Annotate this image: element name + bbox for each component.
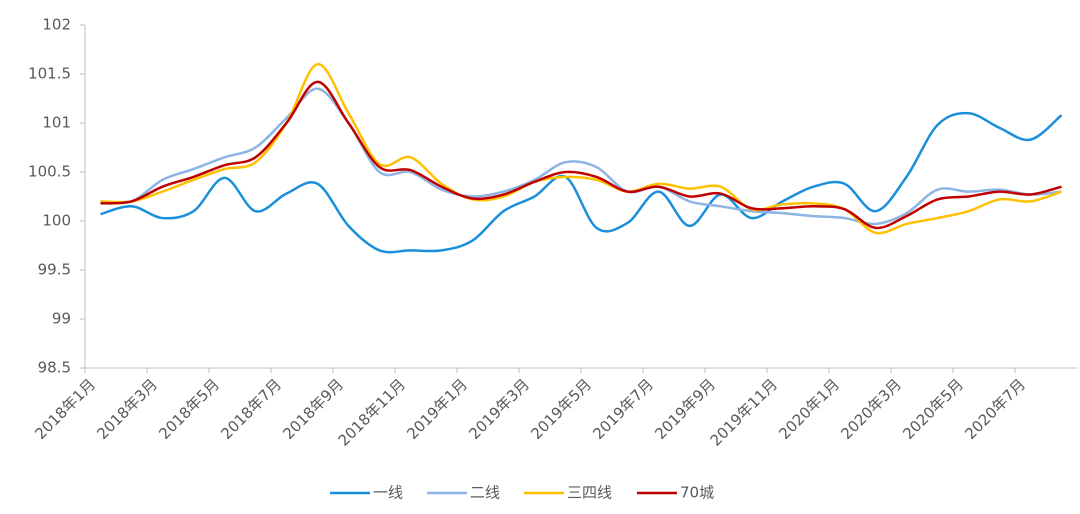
- x-tick-label: 2019年7月: [589, 375, 657, 443]
- series-line: [100, 87, 1062, 226]
- x-tick-label: 2018年1月: [31, 375, 99, 443]
- x-tick-label: 2020年7月: [961, 375, 1029, 443]
- x-tick-label: 2020年3月: [837, 375, 905, 443]
- series-line: [100, 62, 1062, 235]
- legend-label: 70城: [680, 484, 714, 502]
- series-line: [100, 80, 1062, 230]
- legend-label: 一线: [373, 484, 403, 502]
- x-tick-label: 2019年5月: [527, 375, 595, 443]
- y-tick-label: 99.5: [38, 261, 71, 279]
- y-tick-label: 101: [42, 114, 71, 132]
- x-tick-label: 2018年11月: [335, 375, 409, 449]
- x-tick-label: 2019年9月: [651, 375, 719, 443]
- y-tick-label: 100: [42, 212, 71, 230]
- legend-label: 二线: [470, 484, 500, 502]
- y-tick-label: 102: [42, 16, 71, 34]
- x-tick-label: 2018年5月: [155, 375, 223, 443]
- y-tick-label: 98.5: [38, 359, 71, 377]
- y-tick-label: 99: [52, 310, 71, 328]
- y-tick-label: 101.5: [28, 65, 71, 83]
- y-tick-label: 100.5: [28, 163, 71, 181]
- x-tick-label: 2018年9月: [279, 375, 347, 443]
- x-tick-label: 2020年5月: [899, 375, 967, 443]
- series-line: [100, 111, 1063, 254]
- x-tick-label: 2018年7月: [217, 375, 285, 443]
- legend-label: 三四线: [567, 484, 612, 502]
- x-tick-label: 2020年1月: [775, 375, 843, 443]
- x-tick-label: 2019年11月: [707, 375, 781, 449]
- x-tick-label: 2018年3月: [93, 375, 161, 443]
- x-tick-label: 2019年1月: [403, 375, 471, 443]
- x-tick-label: 2019年3月: [465, 375, 533, 443]
